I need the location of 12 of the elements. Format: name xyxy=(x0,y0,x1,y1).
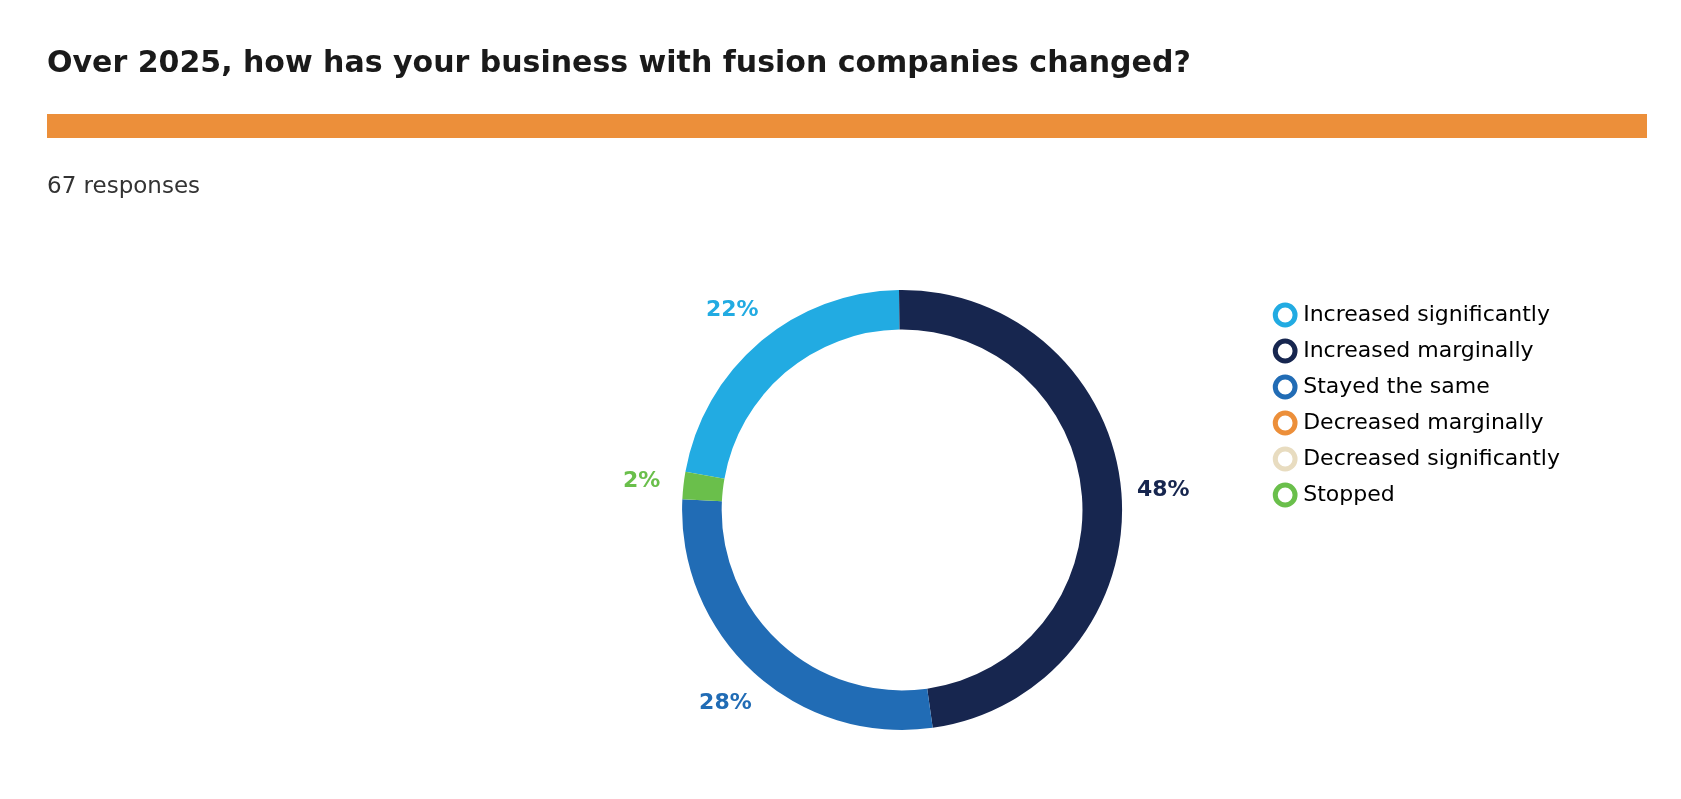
legend-label: Stayed the same xyxy=(1303,372,1490,398)
legend-label: Stopped xyxy=(1303,480,1395,506)
text: 67 responses xyxy=(47,172,201,198)
chart-title: Over 2025, how has your business with fusion companies changed? xyxy=(47,44,1191,79)
data-label: 22% xyxy=(705,296,759,322)
legend-label: Increased significantly xyxy=(1303,300,1550,326)
legend-label: Decreased marginally xyxy=(1303,408,1544,434)
data-label: 28% xyxy=(699,689,752,715)
legend-label: Decreased significantly xyxy=(1303,444,1561,470)
legend-label: Increased marginally xyxy=(1303,336,1534,362)
data-label: 48% xyxy=(1136,475,1190,501)
data-label: 2% xyxy=(623,466,661,492)
